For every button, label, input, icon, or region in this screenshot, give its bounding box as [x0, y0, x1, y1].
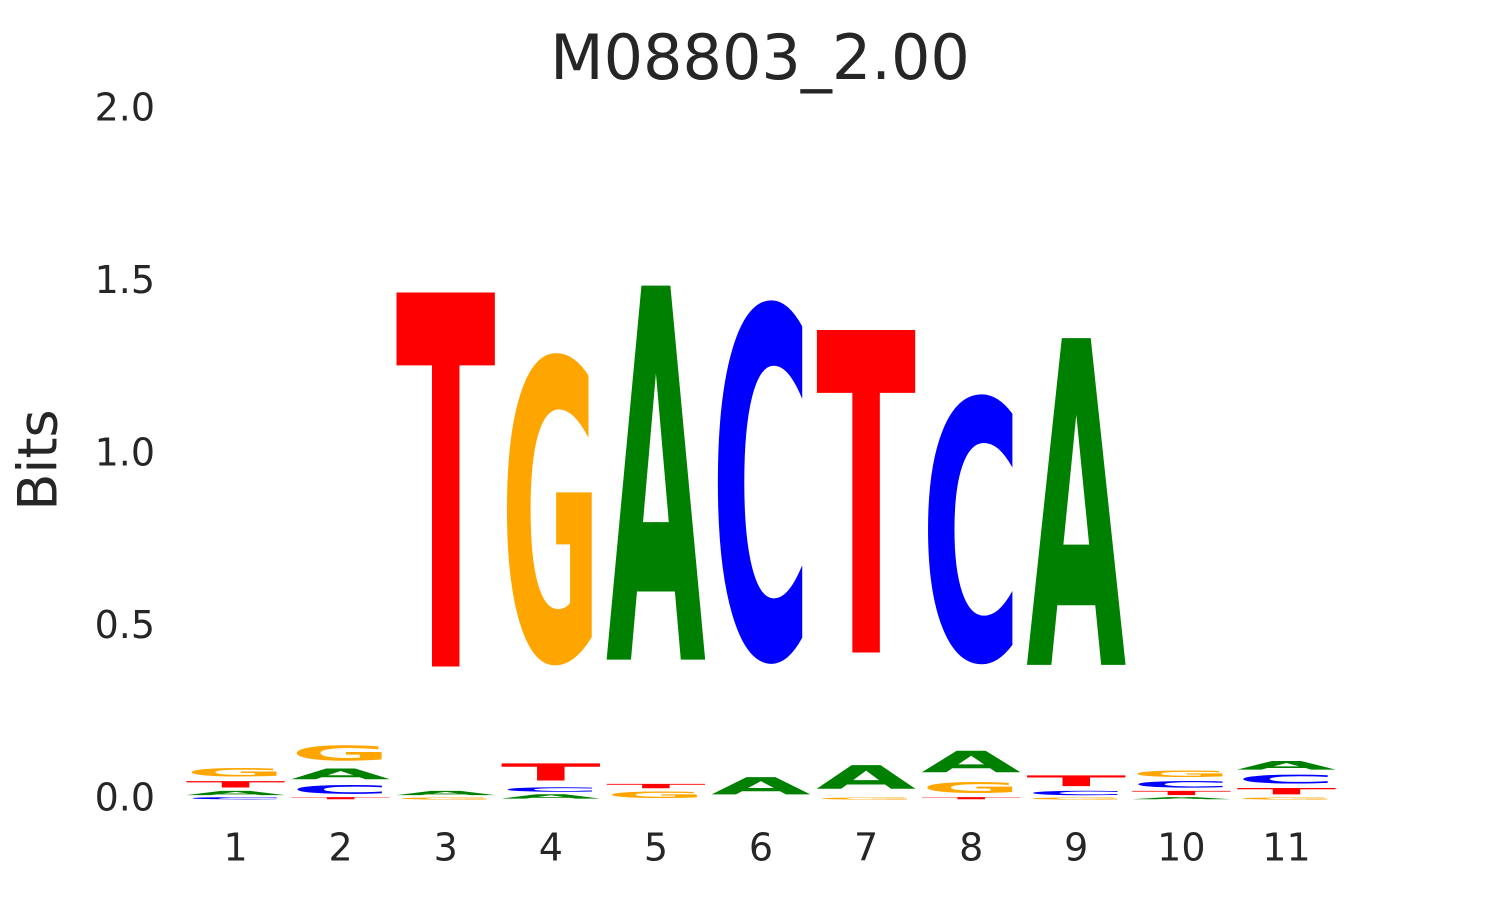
letter-glyph: T — [396, 191, 497, 788]
x-tick-label: 11 — [1262, 826, 1310, 870]
letter-glyph: G — [816, 797, 916, 800]
letter-glyph: G — [291, 741, 391, 765]
letter-glyph: G — [606, 790, 706, 800]
x-tick-label: 3 — [434, 826, 458, 870]
letter-glyph: T — [1026, 772, 1126, 789]
letter-glyph: C — [186, 797, 286, 800]
x-tick-label: 9 — [1064, 826, 1088, 870]
letter-glyph: C — [711, 212, 811, 771]
letter-glyph: A — [606, 185, 707, 782]
letter-glyph: A — [1131, 797, 1231, 800]
letter-glyph: G — [1026, 797, 1126, 800]
letter-glyph: C — [1131, 779, 1231, 789]
letter-glyph: G — [921, 780, 1021, 797]
letter-glyph: G — [186, 766, 286, 780]
y-tick-label: 2.0 — [95, 86, 155, 130]
letter-glyph: C — [1026, 790, 1126, 797]
x-tick-label: 5 — [644, 826, 668, 870]
letter-glyph: T — [816, 242, 917, 758]
x-tick-label: 8 — [959, 826, 983, 870]
letter-glyph: A — [921, 745, 1021, 779]
y-tick-label: 0.0 — [95, 776, 155, 820]
letter-glyph: G — [1237, 797, 1337, 800]
letter-glyph: G — [501, 277, 601, 757]
chart-title: M08803_2.00 — [550, 21, 970, 94]
letter-glyph: A — [711, 772, 811, 799]
letter-glyph: A — [816, 759, 916, 797]
letter-glyph: A — [186, 790, 286, 797]
letter-glyph: C — [921, 327, 1021, 743]
y-tick-label: 1.5 — [95, 258, 155, 302]
x-tick-label: 7 — [854, 826, 878, 870]
letter-glyph: A — [501, 793, 601, 800]
x-tick-label: 10 — [1157, 826, 1205, 870]
letter-glyph: T — [1237, 786, 1337, 796]
x-tick-label: 1 — [223, 826, 247, 870]
letter-glyph: T — [921, 797, 1021, 800]
letter-glyph: T — [606, 783, 706, 790]
letter-glyph: G — [396, 797, 496, 800]
letter-glyph: C — [1237, 772, 1337, 786]
y-axis-label: Bits — [7, 409, 70, 510]
letter-glyph: A — [396, 790, 496, 797]
y-tick-label: 1.0 — [95, 431, 155, 475]
y-tick-label: 0.5 — [95, 603, 155, 647]
letter-glyph: T — [186, 779, 286, 789]
letter-glyph: T — [1131, 790, 1231, 797]
letter-glyph: C — [291, 783, 391, 797]
letter-glyph: C — [501, 786, 601, 793]
letter-glyph: T — [291, 797, 391, 800]
letter-glyph: A — [1237, 759, 1337, 773]
letter-glyph: T — [501, 759, 601, 786]
letter-glyph: A — [291, 766, 391, 783]
letter-glyph: G — [1131, 769, 1231, 779]
x-tick-label: 6 — [749, 826, 773, 870]
x-tick-label: 4 — [539, 826, 563, 870]
x-tick-label: 2 — [329, 826, 353, 870]
letter-glyph: A — [1026, 249, 1127, 771]
